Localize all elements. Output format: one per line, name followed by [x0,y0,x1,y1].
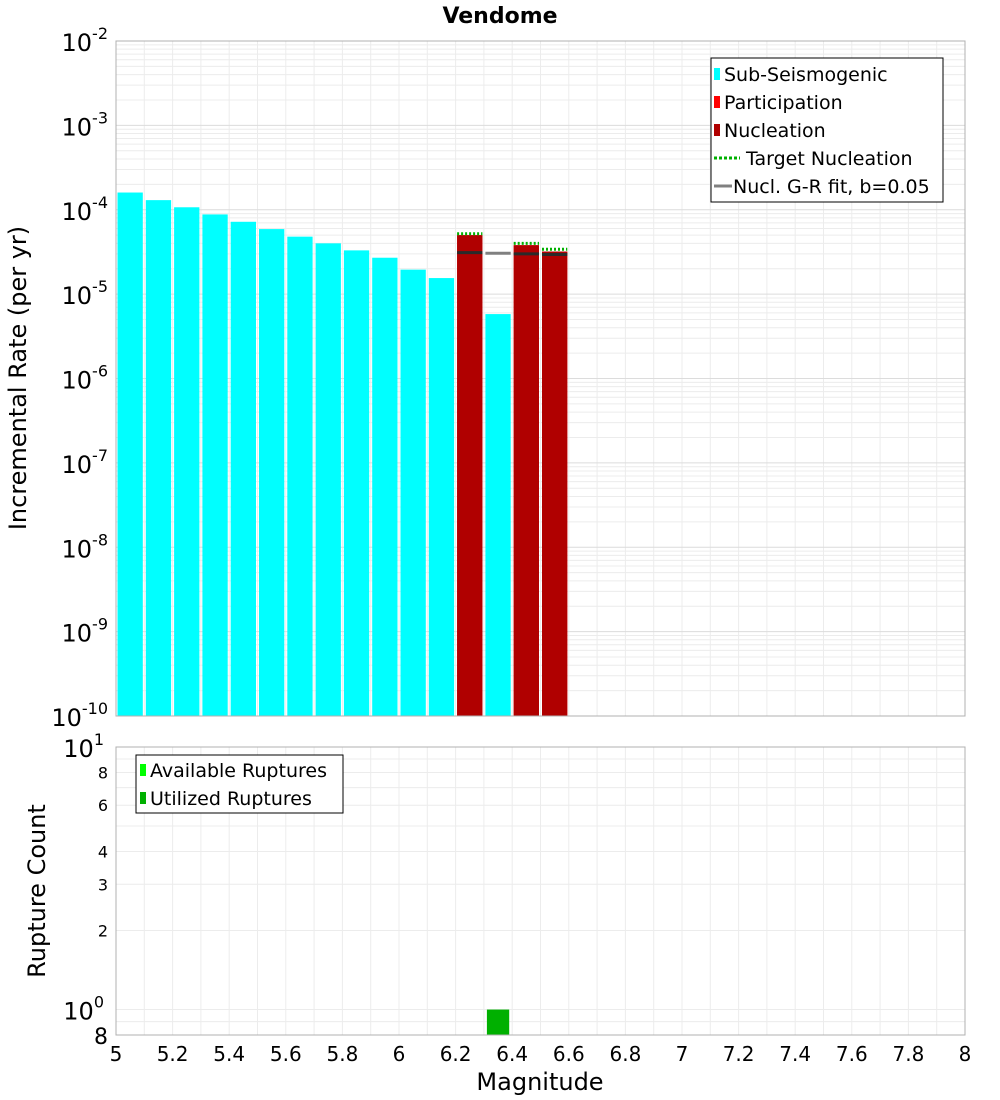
bottom-plot-frame [115,746,966,1036]
sub-seismogenic-bar [259,229,285,717]
top-legend-label: Sub-Seismogenic [724,64,888,86]
top-legend-box [710,57,944,203]
x-tick-label: 7.8 [892,1042,924,1066]
nucleation-bar [513,245,539,717]
x-tick-label: 7.6 [836,1042,868,1066]
top-y-tick-label: 10-7 [62,446,109,479]
bottom-y-major-tick-label: 101 [63,730,104,763]
x-tick-label: 8 [959,1042,972,1066]
bottom-bars [486,1009,510,1035]
sub-seismogenic-bar [202,214,228,717]
sub-seismogenic-bar [400,269,426,716]
top-legend-label: Participation [724,92,843,114]
x-tick-label: 5.4 [213,1042,245,1066]
top-y-tick-base: 10 [62,451,93,479]
sub-seismogenic-bar [117,192,143,717]
top-y-tick-base: 10 [51,704,82,732]
top-y-tick-exponent: -2 [92,24,108,43]
legend-swatch [140,792,146,804]
top-y-axis-label: Incremental Rate (per yr) [4,226,32,530]
top-y-tick-exponent: -8 [92,530,108,549]
sub-seismogenic-bar [174,207,200,716]
bottom-y-tick-label: 6 [98,796,108,815]
bottom-legend: Available Ruptures Utilized Ruptures [135,754,344,814]
top-y-tick-label: 10-5 [62,277,109,310]
top-legend-label: Nucleation [724,120,826,142]
top-y-tick-label: 10-6 [62,362,109,395]
legend-swatch [714,96,720,108]
x-tick-label: 5.6 [270,1042,302,1066]
top-y-tick-exponent: -9 [92,615,108,634]
x-tick-label: 5 [110,1042,123,1066]
top-plot-frame [115,40,966,717]
bottom-y-tick-label: 4 [98,842,108,861]
bottom-y-tick-label: 8 [98,763,108,782]
bottom-y-major-tick-label: 100 [63,993,104,1026]
top-legend: Sub-Seismogenic Participation Nucleation Ta… [710,57,944,203]
chart-title: Vendome [442,4,557,29]
top-legend-label: Target Nucleation [745,148,913,170]
top-y-tick-exponent: -7 [92,446,108,465]
bottom-y-tick-label: 2 [98,922,108,941]
sub-seismogenic-bar [372,257,398,716]
top-y-tick-exponent: -5 [92,277,108,296]
nucleation-bar [457,235,483,716]
top-y-tick-exponent: -10 [82,699,108,718]
sub-seismogenic-bar [287,236,313,716]
top-y-tick-base: 10 [62,113,93,141]
x-tick-label: 6.4 [496,1042,528,1066]
top-y-tick-label: 10-3 [62,108,109,141]
x-tick-label: 6.8 [609,1042,641,1066]
x-tick-label: 7.4 [779,1042,811,1066]
top-y-tick-label: 10-10 [51,699,108,732]
top-legend-label: Nucl. G-R fit, b=0.05 [733,176,930,198]
bottom-y-tick-exponent: 1 [94,730,104,749]
x-tick-label: 6.2 [440,1042,472,1066]
bottom-y-tick-base: 10 [63,735,94,763]
x-tick-label: 6 [393,1042,406,1066]
bottom-legend-label: Utilized Ruptures [150,788,312,810]
top-y-tick-base: 10 [62,282,93,310]
legend-swatch [714,124,720,136]
sub-seismogenic-bar [485,314,511,716]
sub-seismogenic-bar [315,243,341,717]
bottom-y-axis-label: Rupture Count [23,804,51,978]
x-axis-label: Magnitude [476,1068,603,1096]
top-y-tick-base: 10 [62,367,93,395]
x-tick-label: 6.6 [553,1042,585,1066]
top-y-tick-base: 10 [62,198,93,226]
x-tick-label: 5.2 [157,1042,189,1066]
top-bars [117,192,568,717]
top-y-tick-base: 10 [62,535,93,563]
sub-seismogenic-bar [230,221,256,716]
top-y-tick-label: 10-2 [62,24,109,57]
utilized-ruptures-bar [486,1009,510,1035]
legend-swatch [714,68,720,80]
top-y-tick-exponent: -3 [92,108,108,127]
top-y-tick-label: 10-9 [62,615,109,648]
bottom-y-tick-base: 10 [63,998,94,1026]
sub-seismogenic-bar [428,278,455,716]
top-y-tick-exponent: -6 [92,362,108,381]
x-tick-label: 7 [676,1042,689,1066]
top-y-tick-label: 10-4 [62,193,109,226]
nucleation-bar [542,251,568,716]
bottom-y-tick-label: 8 [94,1025,108,1050]
top-y-tick-label: 10-8 [62,530,109,563]
bottom-y-tick-exponent: 0 [94,993,104,1012]
legend-swatch [140,764,146,776]
bottom-legend-box [135,754,344,814]
axes: 10-1010-910-810-710-610-510-410-310-2864… [51,24,971,1066]
bottom-legend-label: Available Ruptures [150,760,327,782]
x-tick-label: 7.2 [723,1042,755,1066]
sub-seismogenic-bar [343,250,370,717]
top-y-tick-base: 10 [62,29,93,57]
sub-seismogenic-bar [145,200,172,716]
bottom-y-tick-label: 3 [98,875,108,894]
x-tick-label: 5.8 [326,1042,358,1066]
top-y-tick-exponent: -4 [92,193,108,212]
top-y-tick-base: 10 [62,620,93,648]
